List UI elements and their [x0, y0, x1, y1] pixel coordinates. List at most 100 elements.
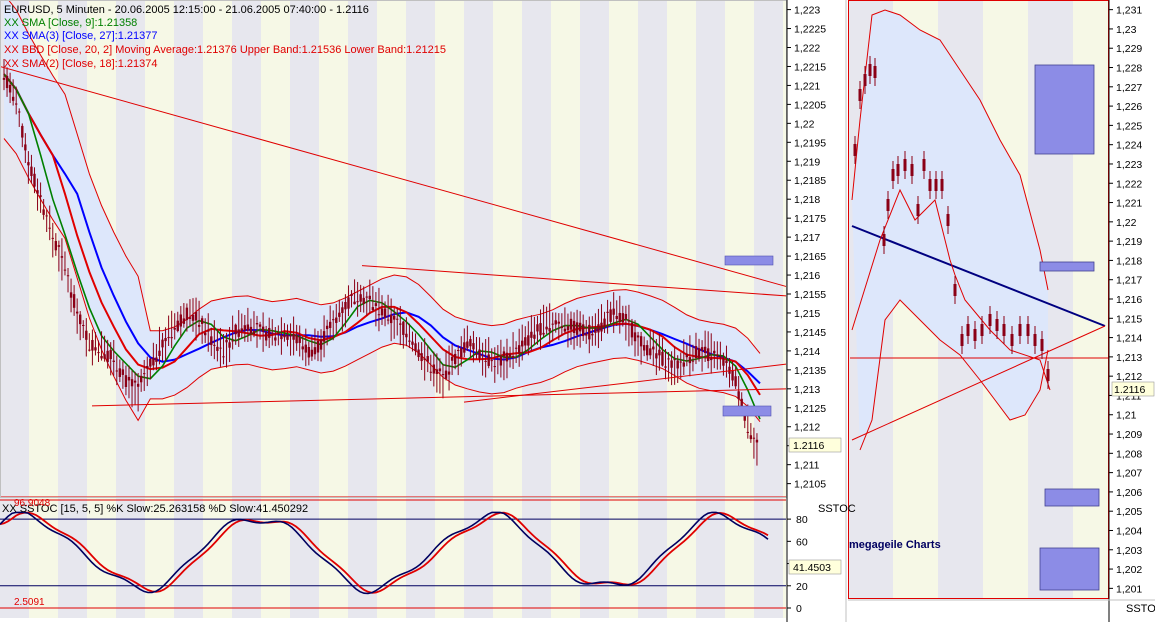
right-axis-label: 1,217 [1116, 275, 1142, 287]
time-stripe [493, 0, 522, 497]
candle-body [219, 347, 222, 349]
candle-body [335, 317, 338, 323]
candle-body [295, 335, 298, 344]
right-axis-label: 1,231 [1116, 5, 1142, 17]
candle-body [572, 320, 576, 333]
candle-body [237, 329, 240, 337]
candle-body [200, 318, 204, 324]
stoch-time-stripes [0, 498, 786, 618]
candle-body [490, 360, 493, 362]
candle-body [39, 195, 42, 197]
right-axis-label: 1,202 [1116, 564, 1142, 576]
candle-body [97, 352, 100, 354]
trendline-rising [463, 363, 787, 403]
candle-body [286, 335, 289, 340]
candle-body [688, 357, 692, 364]
candle-body [460, 348, 463, 358]
stoch-axis-label: 80 [796, 514, 808, 526]
candle-body [487, 354, 490, 366]
candle-body [502, 351, 506, 357]
right-candle-body [891, 169, 895, 181]
candle-body [530, 331, 533, 338]
right-axis-label: 1,216 [1116, 294, 1142, 306]
candle-body [161, 339, 164, 348]
candle-body [18, 111, 21, 113]
right-price-axis: 1,231 1,23 1,229 1,228 1,227 1,226 1,225 1,224 1… [1109, 5, 1142, 595]
candle-body [79, 314, 82, 325]
candle-body [155, 357, 158, 362]
candle-body [167, 336, 170, 339]
candle-body [371, 307, 375, 311]
time-stripe [377, 498, 406, 618]
time-stripe [319, 498, 348, 618]
candle-body [127, 376, 131, 381]
candle-body [27, 162, 30, 166]
candle-body [560, 326, 564, 329]
time-stripe [145, 0, 174, 497]
right-upper-band [851, 9, 1049, 291]
candle-body [722, 357, 725, 366]
right-candle-body [896, 164, 900, 176]
candle-body [14, 103, 18, 105]
right-candle-body [988, 314, 992, 326]
candle-body [5, 75, 9, 89]
right-axis-label: 1,209 [1116, 429, 1142, 441]
candle-body [740, 398, 743, 408]
candle-body [368, 295, 372, 300]
right-axis-label: 1,229 [1116, 43, 1142, 55]
candle-body [411, 341, 414, 345]
right-ma-line [851, 188, 1051, 391]
candle-body [88, 349, 91, 351]
left-axis-label: 1,2215 [794, 61, 826, 73]
time-stripe [725, 498, 754, 618]
time-stripe [725, 0, 754, 497]
left-axis-label: 1,218 [794, 194, 820, 206]
time-stripe [551, 0, 580, 497]
candle-body [258, 324, 262, 327]
candle-body [216, 346, 219, 351]
candle-body [94, 347, 97, 351]
candle-body [670, 360, 673, 368]
time-stripe [0, 498, 29, 618]
candle-body [630, 322, 634, 338]
stoch-lines [0, 499, 786, 609]
left-axis-label: 1,212 [794, 422, 820, 434]
candle-body [45, 215, 48, 217]
lower-band-line [3, 138, 761, 423]
left-axis-label: 1,2175 [794, 213, 826, 225]
candle-body [359, 294, 362, 302]
candle-body [685, 353, 689, 358]
candle-body [673, 359, 676, 361]
candle-body [383, 308, 387, 318]
candle-body [679, 361, 682, 363]
candle-body [118, 368, 122, 377]
candle-body [146, 365, 149, 369]
time-stripe [348, 0, 377, 497]
candle-body [694, 346, 698, 359]
candle-body [566, 326, 570, 331]
candle-body [469, 339, 472, 347]
candle-body [545, 326, 548, 330]
time-stripe [203, 0, 232, 497]
right-axis-label: 1,212 [1116, 371, 1142, 383]
left-axis-label: 1,2185 [794, 175, 826, 187]
candle-body [42, 209, 45, 215]
time-stripe [783, 0, 786, 497]
candle-body [164, 338, 167, 342]
candle-body [478, 349, 481, 359]
candle-body [21, 125, 24, 138]
left-axis-label: 1,215 [794, 308, 820, 320]
candle-body [8, 84, 12, 93]
candle-body [158, 350, 161, 357]
candle-body [176, 320, 179, 332]
candle-body [353, 301, 356, 305]
right-candle-body [886, 199, 890, 211]
candle-body [548, 328, 551, 332]
candle-body [313, 347, 317, 355]
candle-body [191, 314, 195, 321]
left-axis-label: 1,2195 [794, 137, 826, 149]
candle-body [377, 314, 381, 316]
price-candles [2, 59, 759, 466]
